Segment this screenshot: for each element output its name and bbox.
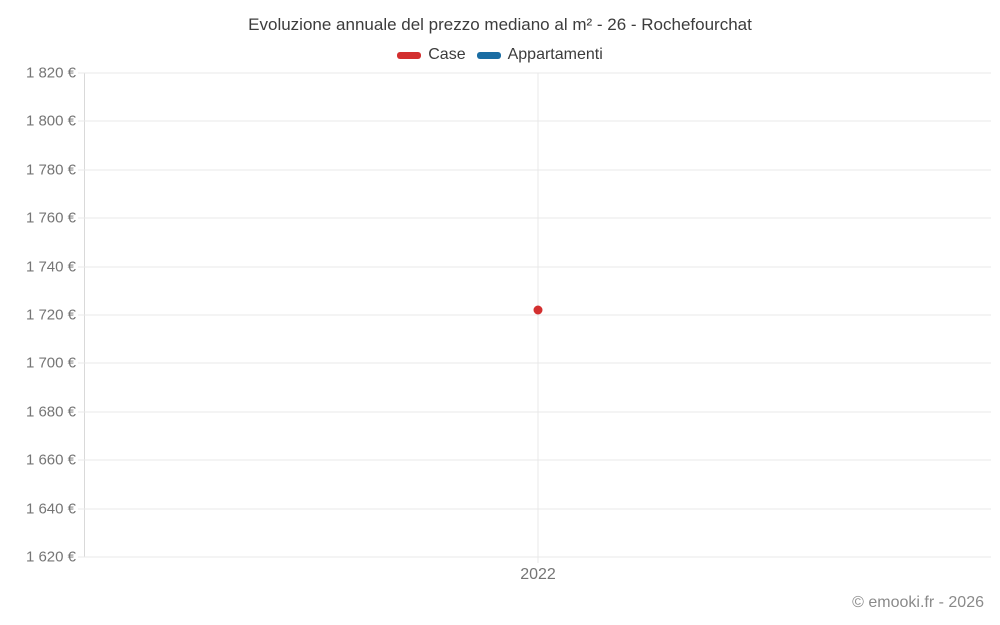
y-gridline [78,362,991,364]
y-gridline [78,120,991,122]
copyright-text: © emooki.fr - 2026 [852,594,984,611]
legend-label-appartamenti: Appartamenti [507,46,603,63]
y-tick-label: 1 700 € [25,354,76,372]
legend-label-case: Case [428,46,466,63]
y-tick-label: 1 720 € [25,306,76,324]
y-tick-label: 1 740 € [25,258,76,276]
legend-swatch-case [397,51,422,59]
y-gridline [78,508,991,510]
y-tick-label: 1 680 € [25,403,76,421]
x-tick-label: 2022 [520,566,556,583]
legend-item-appartamenti[interactable]: Appartamenti [476,46,603,64]
y-tick-label: 1 760 € [25,209,76,227]
y-tick-label: 1 640 € [25,500,76,518]
legend: Case Appartamenti [0,46,1000,64]
legend-swatch-appartamenti [476,51,501,59]
y-tick-label: 1 820 € [25,64,76,82]
y-axis-labels: 1 820 € 1 800 € 1 780 € 1 760 € 1 740 € 1 720… [0,65,76,566]
y-gridline [78,217,991,219]
y-gridline [78,169,991,171]
y-gridline [78,266,991,268]
y-gridline [78,314,991,316]
legend-item-case[interactable]: Case [397,46,466,64]
y-tick-label: 1 660 € [25,451,76,469]
plot-area: 2022 [78,72,991,583]
y-gridline [78,72,991,74]
y-gridline [78,411,991,413]
y-tick-label: 1 620 € [25,548,76,566]
x-gridline [537,73,539,563]
y-tick-label: 1 800 € [25,112,76,130]
y-gridline [78,556,991,558]
y-gridline [78,459,991,461]
data-point-case[interactable] [533,305,543,315]
chart-title: Evoluzione annuale del prezzo mediano al… [248,15,752,34]
y-tick-label: 1 780 € [25,161,76,179]
